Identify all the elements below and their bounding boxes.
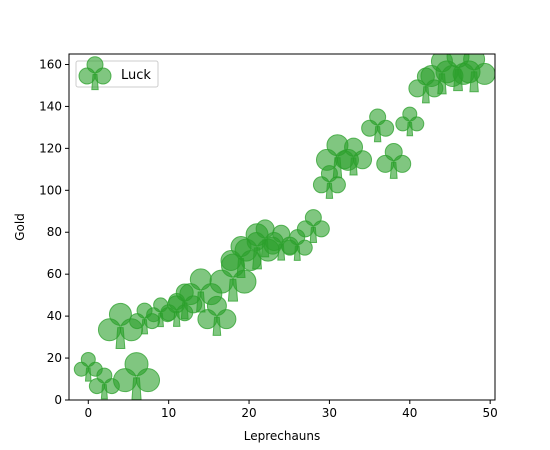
y-tick-label-3: 60 [47, 267, 62, 281]
data-point-19 [335, 137, 373, 176]
legend-label-luck: Luck [121, 68, 151, 83]
legend-club-shape [78, 56, 112, 91]
data-point-16 [296, 209, 330, 243]
x-axis-label: Leprechauns [244, 429, 321, 443]
x-tick-label-0: 0 [84, 406, 92, 420]
y-tick-label-0: 0 [54, 393, 62, 407]
y-axis: 0 20 40 60 80 100 120 140 160 [39, 57, 69, 407]
y-tick-label-2: 40 [47, 309, 62, 323]
data-point-26 [452, 54, 495, 93]
x-tick-label-4: 40 [402, 406, 417, 420]
data-point-1 [88, 367, 120, 400]
x-tick-label-3: 30 [322, 406, 337, 420]
y-tick-label-5: 100 [39, 183, 62, 197]
y-tick-label-7: 140 [39, 99, 62, 113]
y-tick-label-8: 160 [39, 57, 62, 71]
y-tick-label-4: 80 [47, 225, 62, 239]
legend-club-icon [78, 56, 112, 91]
y-tick-label-6: 120 [39, 141, 62, 155]
x-tick-label-2: 20 [241, 406, 256, 420]
data-point-9 [197, 295, 237, 336]
x-axis: 0 10 20 30 40 50 [84, 400, 498, 420]
data-points [73, 54, 495, 400]
x-tick-label-5: 50 [483, 406, 498, 420]
x-tick-label-1: 10 [161, 406, 176, 420]
legend: Luck [75, 56, 159, 91]
data-point-22 [395, 106, 425, 137]
y-axis-label: Gold [13, 213, 27, 241]
data-point-3 [113, 352, 161, 400]
data-point-21 [376, 142, 412, 179]
plot-frame [68, 53, 496, 401]
y-tick-label-1: 20 [47, 351, 62, 365]
data-point-20 [361, 108, 395, 143]
